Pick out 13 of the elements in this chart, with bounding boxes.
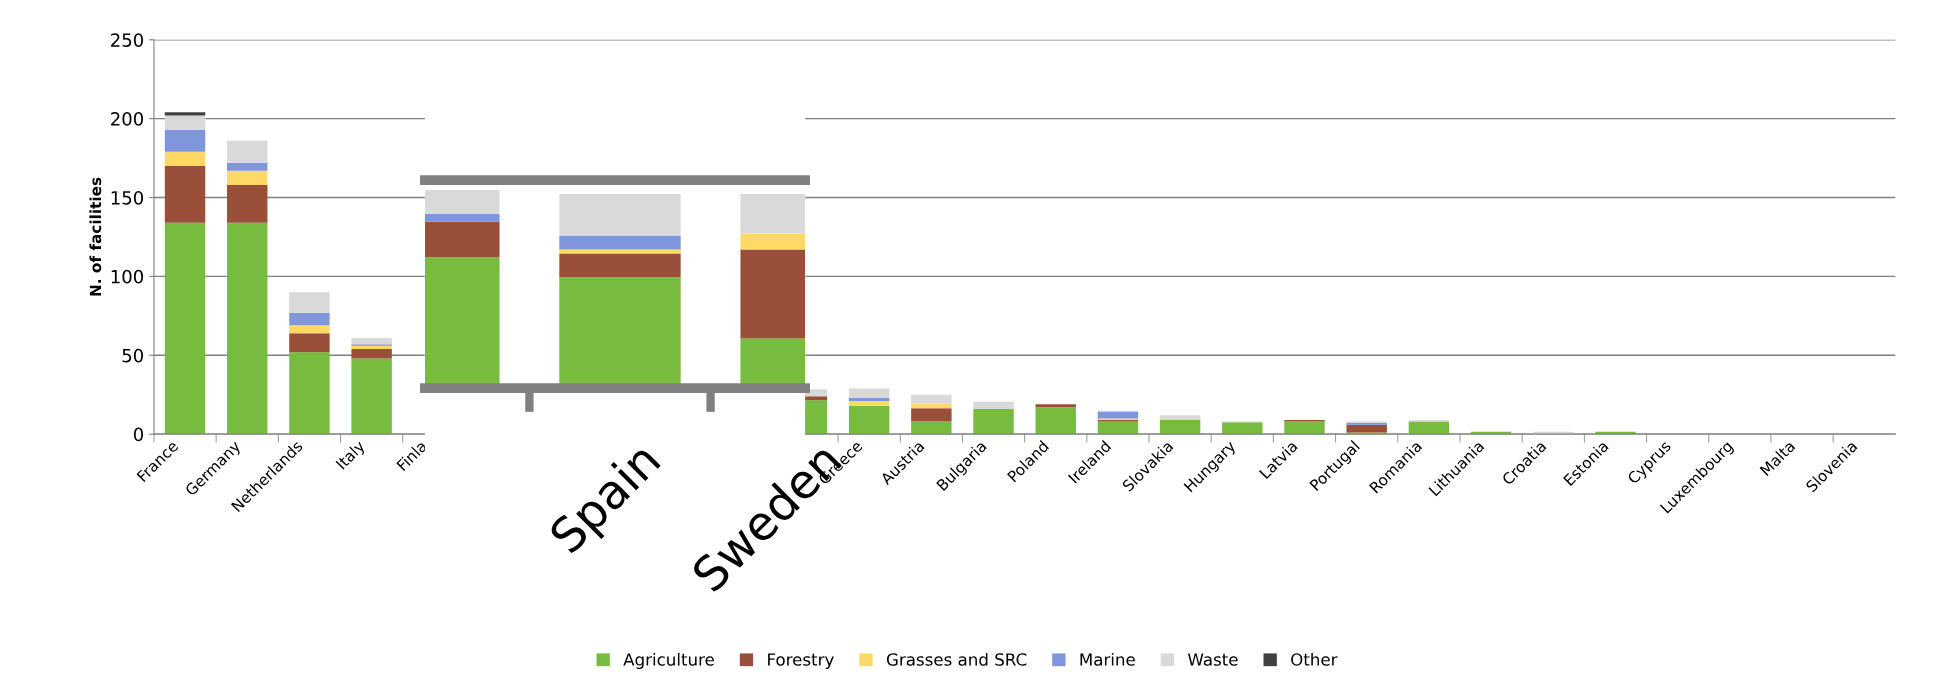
legend-label: Waste bbox=[1187, 653, 1238, 666]
y-tick-label: 0 bbox=[133, 427, 144, 442]
legend-label: Agriculture bbox=[623, 652, 714, 670]
legend-label: Grasses and SRC bbox=[886, 652, 1027, 666]
y-axis-title: N. of facilities bbox=[89, 177, 102, 296]
y-tick-label: 50 bbox=[122, 348, 144, 363]
y-tick-label: 150 bbox=[111, 190, 144, 205]
legend-label: Forestry bbox=[768, 653, 834, 670]
y-tick-label: 200 bbox=[111, 112, 144, 126]
y-tick-label: 100 bbox=[111, 269, 144, 284]
legend-label: Other bbox=[1291, 652, 1338, 666]
legend-label: Marine bbox=[1080, 652, 1135, 666]
y-tick-label: 250 bbox=[111, 33, 144, 47]
